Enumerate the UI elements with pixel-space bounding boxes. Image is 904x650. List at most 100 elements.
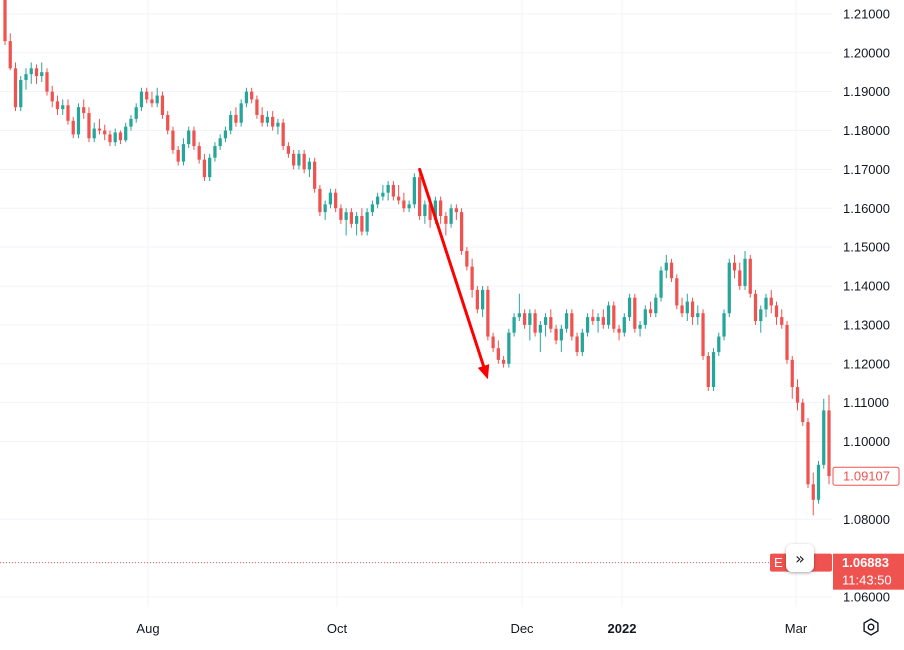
arrow-shaft[interactable] bbox=[418, 167, 486, 368]
candle-body bbox=[187, 130, 191, 145]
price-tick-label: 1.14000 bbox=[843, 279, 890, 294]
candle-body bbox=[255, 99, 259, 115]
candle bbox=[129, 114, 133, 131]
candle bbox=[265, 111, 270, 127]
candle bbox=[680, 297, 684, 318]
candle bbox=[753, 289, 758, 325]
candle-body bbox=[250, 91, 254, 100]
candle bbox=[208, 153, 212, 182]
candle bbox=[45, 68, 49, 96]
candle bbox=[187, 126, 191, 149]
candle-body bbox=[470, 266, 474, 290]
current-price-tag-box bbox=[833, 553, 904, 590]
candle bbox=[370, 200, 375, 217]
candle-body bbox=[8, 41, 12, 69]
candle bbox=[528, 309, 532, 341]
candle-body bbox=[208, 157, 212, 178]
candle-body bbox=[307, 161, 312, 170]
candle-body bbox=[627, 297, 632, 318]
candle bbox=[218, 134, 222, 150]
candle-body bbox=[748, 258, 752, 294]
candle bbox=[19, 76, 23, 112]
candle-body bbox=[423, 204, 427, 217]
candle bbox=[328, 188, 333, 209]
price-tick-label: 1.21000 bbox=[843, 6, 890, 21]
candle-body bbox=[790, 359, 794, 388]
price-tick-label: 1.11000 bbox=[843, 395, 889, 410]
candle bbox=[239, 99, 243, 127]
candle bbox=[13, 62, 18, 112]
scroll-to-realtime-button[interactable]: » bbox=[786, 544, 814, 572]
candle bbox=[286, 142, 291, 158]
price-tick-label: 1.10000 bbox=[843, 434, 890, 449]
candle bbox=[302, 149, 306, 174]
candle-body bbox=[428, 204, 432, 220]
candle-body bbox=[717, 336, 721, 353]
candle bbox=[160, 91, 165, 119]
candle-body bbox=[19, 79, 23, 108]
candle-body bbox=[580, 332, 584, 353]
candle-body bbox=[134, 107, 138, 119]
candle bbox=[334, 188, 338, 213]
candle-body bbox=[92, 128, 96, 139]
candle-body bbox=[528, 313, 532, 325]
candle bbox=[260, 107, 264, 127]
candle-body bbox=[276, 122, 280, 127]
candle bbox=[397, 184, 401, 205]
candle bbox=[92, 122, 96, 143]
candle-body bbox=[328, 192, 333, 205]
settings-button[interactable] bbox=[860, 616, 882, 638]
candle bbox=[501, 355, 506, 368]
candle bbox=[696, 305, 700, 325]
candle-body bbox=[491, 336, 495, 349]
candle bbox=[423, 200, 427, 224]
candle bbox=[517, 293, 521, 321]
candle bbox=[543, 313, 548, 337]
candle bbox=[470, 258, 474, 298]
candle-body bbox=[622, 317, 626, 333]
candle bbox=[55, 95, 60, 115]
candle bbox=[171, 126, 175, 154]
candle bbox=[643, 305, 647, 329]
candle bbox=[822, 398, 826, 469]
price-tick-label: 1.16000 bbox=[843, 201, 890, 216]
candle bbox=[648, 301, 653, 318]
candle-body bbox=[701, 313, 705, 356]
trend-arrow-annotation[interactable] bbox=[418, 167, 490, 380]
candle bbox=[250, 87, 254, 104]
candle bbox=[764, 293, 768, 318]
candle-body bbox=[29, 68, 33, 75]
candle-body bbox=[454, 208, 458, 213]
candle bbox=[596, 313, 600, 333]
candle bbox=[29, 62, 33, 84]
candle-body bbox=[66, 105, 70, 121]
candle-body bbox=[76, 107, 81, 135]
candle bbox=[66, 99, 70, 125]
time-axis[interactable]: Aug Oct Dec 2022 Mar bbox=[136, 621, 807, 636]
candle bbox=[24, 68, 28, 90]
arrow-head[interactable] bbox=[477, 364, 490, 380]
candle bbox=[108, 130, 112, 147]
candle-body bbox=[61, 105, 65, 110]
candles-group bbox=[3, 0, 831, 516]
candle bbox=[533, 309, 537, 337]
candle bbox=[402, 192, 406, 213]
price-tick-label: 1.06000 bbox=[843, 590, 890, 605]
candle-body bbox=[564, 313, 569, 329]
candle bbox=[475, 286, 479, 314]
candle-body bbox=[386, 184, 390, 193]
candle bbox=[638, 320, 642, 337]
price-tick-label: 1.18000 bbox=[843, 123, 890, 138]
candle-body bbox=[617, 328, 621, 333]
candle-body bbox=[722, 313, 726, 337]
time-tick-label: 2022 bbox=[608, 621, 637, 636]
candle-body bbox=[496, 348, 500, 360]
candle bbox=[313, 157, 317, 193]
price-axis[interactable]: 1.21000 1.20000 1.19000 1.18000 1.17000 1.160… bbox=[843, 6, 890, 604]
candle bbox=[339, 204, 343, 224]
candle-body bbox=[360, 216, 364, 232]
candle-body bbox=[13, 68, 18, 108]
price-tick-label: 1.17000 bbox=[843, 162, 890, 177]
price-tick-label: 1.13000 bbox=[843, 317, 890, 332]
